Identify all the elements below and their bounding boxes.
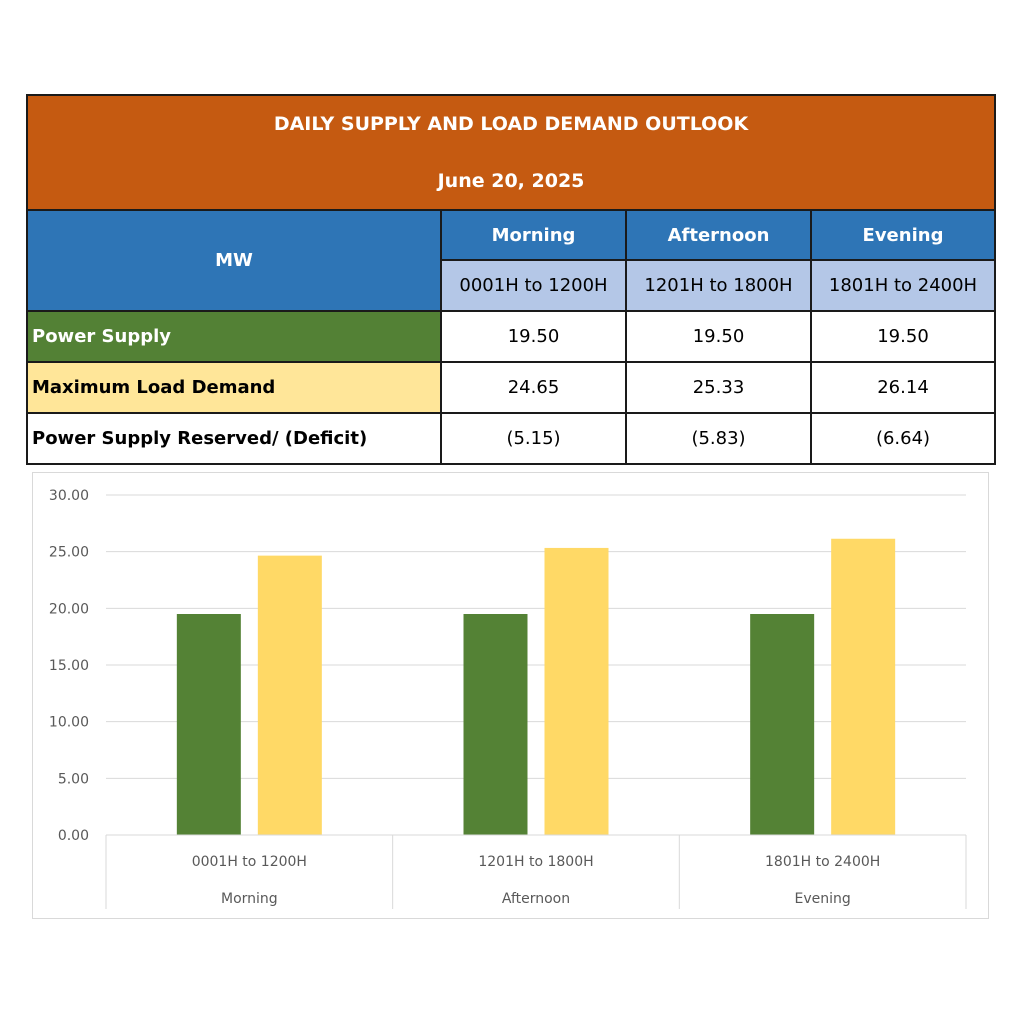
row-label: Power Supply Reserved/ (Deficit) [26, 412, 442, 465]
bar-series2-afternoon [544, 547, 609, 835]
cell-value: (5.83) [625, 412, 812, 465]
table-date: June 20, 2025 [437, 169, 585, 192]
cell-value: (5.15) [440, 412, 627, 465]
cell-value: 24.65 [440, 361, 627, 414]
bar-series2-evening [831, 538, 896, 835]
table-title: DAILY SUPPLY AND LOAD DEMAND OUTLOOK [273, 112, 749, 135]
row-label: Maximum Load Demand [26, 361, 442, 414]
cell-value: 19.50 [625, 310, 812, 363]
x-category-period-label: Afternoon [502, 891, 570, 907]
y-tick-label: 20.00 [49, 601, 89, 617]
x-category-period-label: Evening [795, 891, 851, 907]
title-cell: DAILY SUPPLY AND LOAD DEMAND OUTLOOK Jun… [26, 94, 996, 211]
table-row-power-supply: Power Supply 19.50 19.50 19.50 [26, 310, 996, 363]
bar-chart: 0.00 5.00 10.00 15.00 20.00 25.00 30.00 0001H t… [32, 472, 989, 919]
bar-series1-afternoon [463, 614, 528, 835]
period-header-evening: Evening [810, 209, 996, 261]
table-row-max-load-demand: Maximum Load Demand 24.65 25.33 26.14 [26, 361, 996, 414]
bar-series1-evening [750, 614, 815, 835]
bar-series1-morning [176, 614, 241, 835]
period-header-afternoon: Afternoon [625, 209, 812, 261]
y-tick-label: 10.00 [49, 715, 89, 731]
y-tick-label: 0.00 [58, 828, 89, 844]
y-tick-label: 15.00 [49, 658, 89, 674]
cell-value: (6.64) [810, 412, 996, 465]
bar-series2-morning [257, 555, 322, 835]
range-header-evening: 1801H to 2400H [810, 259, 996, 312]
y-tick-label: 25.00 [49, 545, 89, 561]
y-tick-label: 5.00 [58, 771, 89, 787]
unit-header: MW [26, 209, 442, 312]
cell-value: 19.50 [810, 310, 996, 363]
x-category-range-label: 1801H to 2400H [765, 854, 880, 870]
cell-value: 25.33 [625, 361, 812, 414]
period-header-morning: Morning [440, 209, 627, 261]
row-label: Power Supply [26, 310, 442, 363]
x-category-range-label: 1201H to 1800H [478, 854, 593, 870]
table-row-reserve-deficit: Power Supply Reserved/ (Deficit) (5.15) … [26, 412, 996, 465]
x-category-period-label: Morning [221, 891, 278, 907]
x-category-range-label: 0001H to 1200H [192, 854, 307, 870]
cell-value: 19.50 [440, 310, 627, 363]
range-header-morning: 0001H to 1200H [440, 259, 627, 312]
y-tick-label: 30.00 [49, 488, 89, 504]
cell-value: 26.14 [810, 361, 996, 414]
outlook-table: DAILY SUPPLY AND LOAD DEMAND OUTLOOK Jun… [26, 94, 996, 465]
range-header-afternoon: 1201H to 1800H [625, 259, 812, 312]
